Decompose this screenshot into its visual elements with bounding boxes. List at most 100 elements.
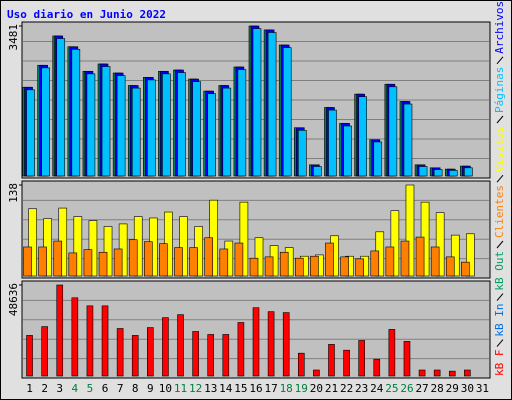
x-tick-label: 16 [249, 382, 262, 395]
bar [162, 73, 171, 177]
bar [464, 369, 471, 377]
legend-entry: kB F [493, 350, 506, 377]
legend-separator [496, 174, 504, 183]
y-tick-label: 48636 [7, 283, 20, 316]
x-tick-label: 25 [385, 382, 398, 395]
bar [294, 257, 304, 277]
bar [162, 317, 169, 377]
bar [128, 239, 138, 277]
legend-entry: kB Out [493, 251, 506, 291]
bar [343, 125, 352, 177]
bar [264, 256, 274, 277]
x-tick-label: 14 [219, 382, 233, 395]
bar [254, 237, 264, 277]
x-tick-label: 17 [264, 382, 277, 395]
bar [73, 216, 83, 277]
bar [207, 334, 215, 377]
bar [68, 252, 78, 277]
bar [116, 75, 126, 177]
bar [435, 212, 445, 277]
bar [297, 130, 307, 177]
x-tick-label: 8 [132, 382, 139, 395]
bar [116, 328, 124, 377]
x-tick-label: 19 [295, 382, 308, 395]
bar [56, 284, 64, 377]
x-tick-label: 12 [189, 382, 202, 395]
bar [325, 242, 334, 277]
legend-entry: Visitas [493, 126, 506, 172]
bar [282, 47, 292, 177]
bar [71, 49, 81, 177]
bar [174, 247, 183, 277]
bar [101, 305, 109, 377]
bar [415, 236, 425, 277]
x-tick-label: 30 [461, 382, 474, 395]
bar [41, 67, 50, 177]
chart-title: Uso diario en Junio 2022 [7, 8, 166, 21]
legend-entry: Archivos [493, 1, 506, 54]
x-tick-label: 4 [72, 382, 79, 395]
x-tick-label: 29 [446, 382, 459, 395]
legend-entry: kB In [493, 303, 506, 336]
bar [448, 170, 458, 177]
bar [98, 251, 108, 277]
bar [86, 305, 94, 377]
bar [222, 87, 232, 177]
bar [38, 246, 47, 277]
bar [403, 341, 411, 377]
bar [103, 226, 113, 277]
x-tick-label: 20 [310, 382, 323, 395]
bar [267, 32, 277, 177]
bar [418, 166, 428, 177]
x-tick-label: 24 [370, 382, 384, 395]
y-tick-label: 138 [7, 183, 20, 203]
bar [26, 89, 35, 177]
bar [83, 249, 93, 277]
bar [101, 66, 111, 177]
bar [144, 241, 153, 277]
x-tick-label: 5 [87, 382, 94, 395]
x-tick-label: 22 [340, 382, 353, 395]
legend-entry: Clientes [493, 185, 506, 238]
bar [26, 335, 33, 377]
bar [388, 86, 398, 177]
x-tick-label: 27 [415, 382, 428, 395]
bar [313, 166, 322, 177]
bar [445, 256, 455, 277]
bar [131, 335, 139, 377]
bar [373, 141, 383, 177]
bar [464, 167, 473, 177]
x-tick-label: 3 [56, 382, 63, 395]
bar [237, 322, 245, 377]
bar [328, 344, 335, 377]
bar [267, 311, 275, 377]
bar [252, 28, 262, 177]
x-tick-label: 15 [234, 382, 247, 395]
bar [192, 331, 199, 377]
bar [297, 352, 305, 377]
bar [313, 369, 320, 377]
bar [310, 255, 319, 277]
bar [86, 73, 96, 177]
bar [41, 326, 48, 377]
x-tick-label: 18 [280, 382, 293, 395]
bar [192, 81, 201, 177]
bar [56, 38, 66, 177]
bar [282, 312, 290, 377]
bar [448, 370, 456, 377]
bar [237, 69, 247, 177]
bar [177, 314, 184, 377]
bar [405, 184, 415, 277]
bar [358, 340, 365, 377]
bar [113, 248, 123, 277]
bar [147, 327, 154, 377]
bar [400, 240, 410, 277]
bar [433, 169, 443, 177]
bar [433, 369, 441, 377]
bar [207, 93, 217, 177]
bar [159, 243, 168, 277]
bar [53, 240, 63, 277]
x-tick-label: 31 [476, 382, 489, 395]
x-tick-label: 11 [174, 382, 187, 395]
legend-separator [496, 115, 504, 124]
